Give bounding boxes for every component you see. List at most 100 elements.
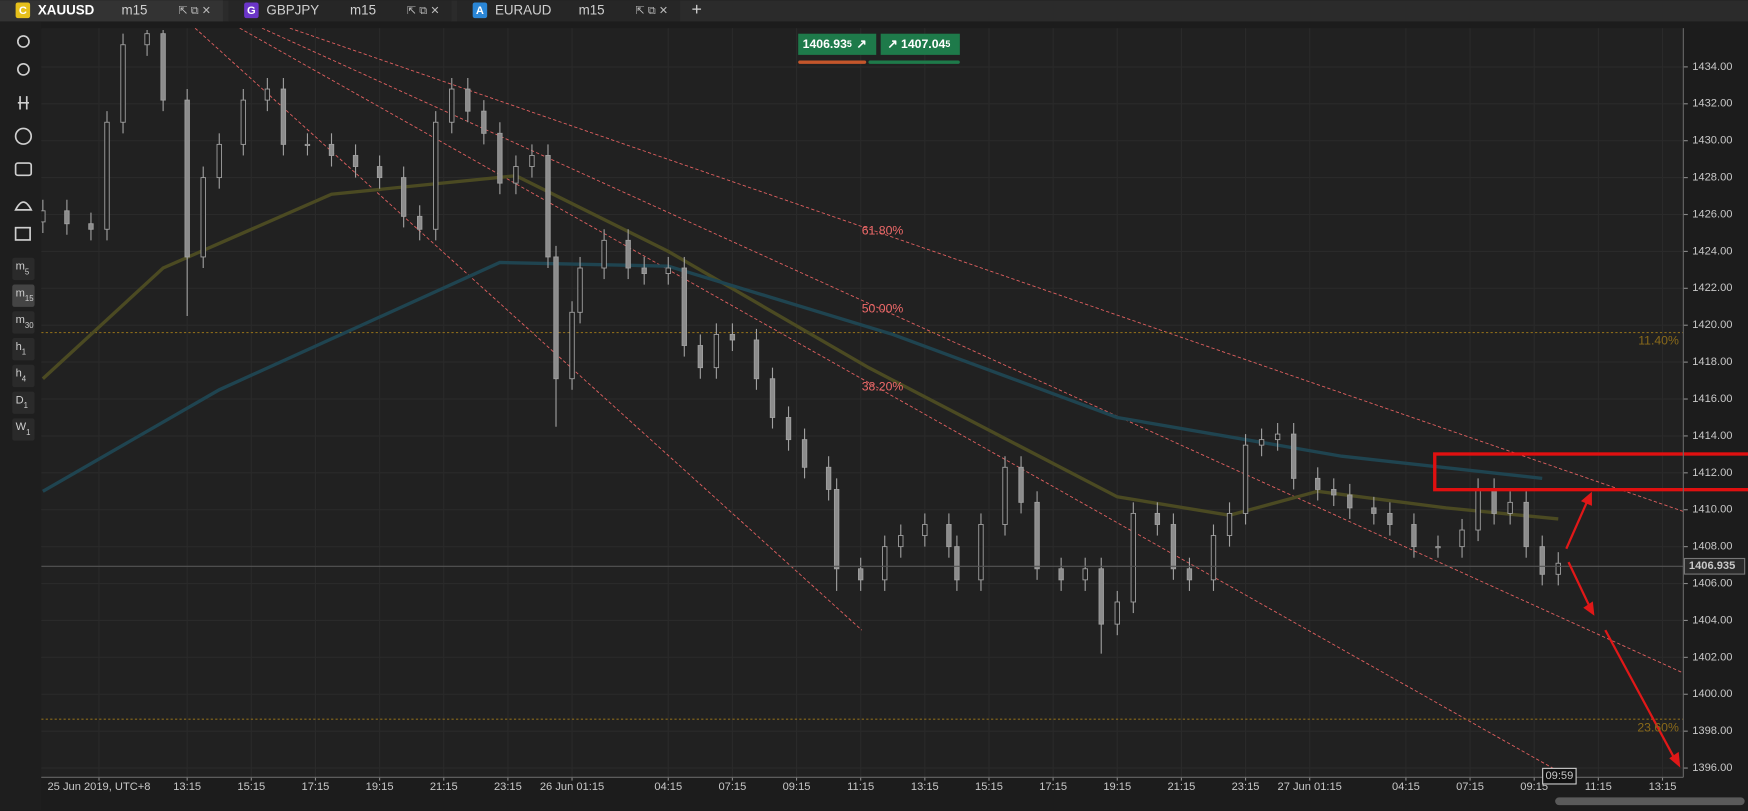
tab-timeframe[interactable]: m15 <box>122 2 148 17</box>
buy-volume-bar <box>868 60 960 64</box>
arrow-head <box>1669 751 1681 768</box>
indicator-icon[interactable] <box>14 201 33 211</box>
plot <box>41 28 1684 770</box>
timeframe-button[interactable] <box>12 284 35 307</box>
timeframe-main: W <box>16 421 27 433</box>
level-label: 11.40% <box>1638 334 1679 348</box>
y-tick-label: 1416.00 <box>1692 393 1732 405</box>
candle-body <box>1331 488 1337 496</box>
robot-icon[interactable] <box>14 162 33 177</box>
y-tick-label: 1430.00 <box>1692 135 1732 147</box>
x-tick-label: 13:15 <box>173 781 201 793</box>
candle-body <box>1411 524 1417 548</box>
tab-controls: ⇱ ⧉ ✕ <box>635 5 668 17</box>
template-icon[interactable] <box>14 226 31 241</box>
y-tick-label: 1406.00 <box>1692 577 1732 589</box>
x-tick-label: 21:15 <box>430 781 458 793</box>
chart-type-icon[interactable] <box>17 96 29 110</box>
candle-body <box>1315 477 1321 490</box>
tab[interactable] <box>0 0 223 22</box>
candle-body <box>184 99 190 258</box>
timeframe-button[interactable] <box>12 418 35 441</box>
x-tick-label: 27 Jun 01:15 <box>1278 781 1342 793</box>
tab-icon-letter: C <box>19 5 27 17</box>
candle-body <box>946 524 952 548</box>
candle-body <box>1114 601 1120 625</box>
sell-price: 1406.935 ↗ <box>803 37 867 51</box>
candle-body <box>1387 512 1393 525</box>
current-time-label: 09:59 <box>1545 770 1573 782</box>
candle-body <box>1098 568 1104 625</box>
y-tick-label: 1420.00 <box>1692 319 1732 331</box>
arrow-head <box>1583 601 1595 616</box>
y-tick-label: 1396.00 <box>1692 762 1732 774</box>
candle-body <box>200 177 206 258</box>
candle-body <box>1226 512 1233 537</box>
candle-body <box>553 256 559 380</box>
timeframe-button[interactable] <box>12 257 35 281</box>
y-tick-label: 1410.00 <box>1692 504 1732 516</box>
tab[interactable] <box>228 0 452 22</box>
timeframe-button[interactable] <box>12 338 35 361</box>
tab[interactable] <box>457 0 681 22</box>
candle-body <box>513 166 519 184</box>
x-tick-label: 19:15 <box>366 781 394 793</box>
zoom-in-icon[interactable] <box>17 35 30 48</box>
toolbar-icons <box>14 35 33 241</box>
candle-body <box>1371 507 1377 514</box>
candle-body <box>569 311 575 380</box>
candle-body <box>449 88 455 123</box>
trend-line <box>239 28 1556 770</box>
timeframe-sub: 1 <box>24 401 28 410</box>
candle-body <box>88 223 94 230</box>
timeframe-button[interactable] <box>12 364 35 388</box>
candle-body <box>785 417 792 441</box>
candle-body <box>665 267 671 274</box>
buy-button[interactable] <box>880 33 960 55</box>
x-tick-label: 04:15 <box>654 781 682 793</box>
candle-body <box>625 239 631 269</box>
tab-symbol: GBPJPY <box>266 2 319 17</box>
sell-button[interactable] <box>798 33 877 55</box>
y-tick-label: 1426.00 <box>1692 208 1732 220</box>
moving-average <box>41 174 1559 521</box>
candle-body <box>1347 494 1353 509</box>
fib-label: 50.00% <box>862 301 904 315</box>
sell-volume-bar <box>798 60 867 64</box>
candle-body <box>577 267 583 313</box>
candle-body <box>240 99 246 145</box>
bid: 1406.93 <box>803 37 847 51</box>
x-tick-label: 07:15 <box>718 781 746 793</box>
candle-body <box>160 33 166 101</box>
candle-body <box>529 155 535 167</box>
arrow-icon: ↗ <box>887 37 901 51</box>
toolbar <box>0 21 42 811</box>
tab-symbol: XAUUSD <box>38 2 95 17</box>
highlight-box <box>1433 452 1748 492</box>
timeframe-label: m5 <box>16 261 30 277</box>
x-tick-label: 09:15 <box>1520 781 1548 793</box>
scrollbar[interactable] <box>1555 797 1745 806</box>
y-tick-label: 1404.00 <box>1692 614 1732 626</box>
timeframe-label: h1 <box>16 341 27 357</box>
timeframe-button[interactable] <box>12 391 35 414</box>
arrow-head <box>1580 491 1592 506</box>
y-tick-label: 1418.00 <box>1692 356 1732 368</box>
timeframe-button[interactable] <box>12 311 35 334</box>
timeframe-label: m15 <box>16 287 35 303</box>
candle-body <box>882 546 888 581</box>
timeframe-main: D <box>16 394 24 406</box>
tab-timeframe[interactable]: m15 <box>350 2 376 17</box>
tab-timeframe[interactable]: m15 <box>579 2 605 17</box>
candle-body <box>1082 568 1088 581</box>
share-icon[interactable] <box>14 127 33 145</box>
bid-pip: 5 <box>847 39 852 49</box>
zoom-out-icon[interactable] <box>17 62 30 76</box>
tab-symbol: EURAUD <box>495 2 552 17</box>
candle-body <box>417 215 423 230</box>
arrow <box>1604 629 1676 759</box>
candle-body <box>1210 535 1217 581</box>
new-tab[interactable]: + <box>692 0 702 19</box>
tab-icon-letter: G <box>247 5 256 17</box>
